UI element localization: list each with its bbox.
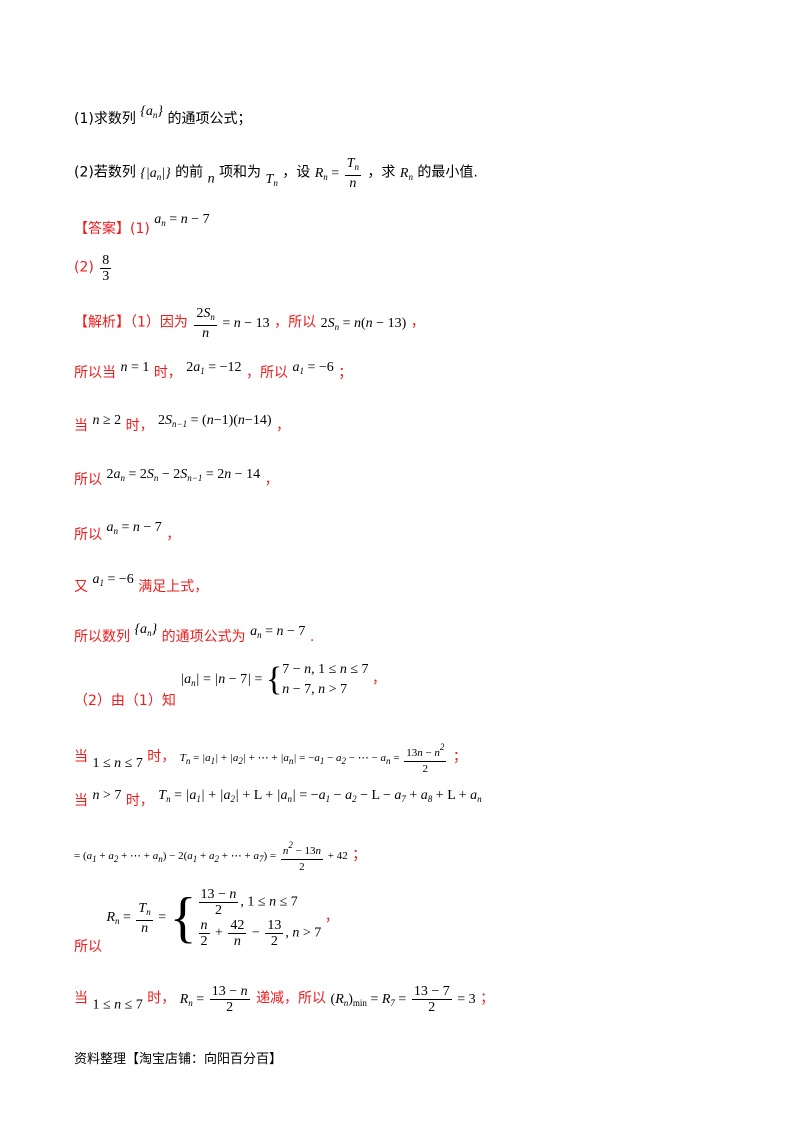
formula-rn: Rn [399,165,413,182]
question-1: (1)求数列 {an} 的通项公式； [74,104,252,127]
formula-a1: a1 = −6 [292,360,334,376]
formula-tn-case2-cont: = (a1 + a2 + ⋯ + an) − 2(a1 + a2 + ⋯ + a… [74,840,348,873]
formula-2an: 2an = 2Sn − 2Sn−1 = 2n − 14 [106,467,261,483]
formula-tn-case2: Tn = |a1| + |a2| + L + |an| = −a1 − a2 −… [158,788,482,804]
formula-an-final: an = n − 7 [250,624,306,640]
formula-tn: Tn [265,171,278,188]
formula-a1-check: a1 = −6 [92,572,134,588]
formula-rn-def: Rn = Tn n [314,156,361,191]
formula-n-eq-1: n = 1 [120,360,150,375]
solution-line-2: 所以当 n = 1 时， 2a1 = −12 ，所以 a1 = −6 ； [74,360,353,381]
formula-an: an = n − 7 [106,520,162,536]
formula-range-1-7: 1 ≤ n ≤ 7 [92,756,143,772]
formula-n: n [207,171,215,187]
question-2: (2)若数列 {|an|} 的前 n 项和为 Tn ，设 Rn = Tn n ，求… [74,156,478,191]
solution-line-10: 当 n > 7 时， Tn = |a1| + |a2| + L + |an| =… [74,788,482,809]
solution-line-9: 当 1 ≤ n ≤ 7 时， Tn = |a1| + |a2| + ⋯ + |a… [74,742,467,775]
solution-line-3: 当 n ≥ 2 时， 2Sn−1 = (n−1)(n−14) ， [74,413,290,434]
solution-line-8: （2）由（1）知 |an| = |n − 7| = {7 − n, 1 ≤ n … [74,661,387,710]
solution-line-7: 所以数列 {an} 的通项公式为 an = n − 7 . [74,622,315,645]
formula-n-ge-2: n ≥ 2 [92,413,122,428]
solution-line-4: 所以 2an = 2Sn − 2Sn−1 = 2n − 14 ， [74,467,279,488]
solution-line-5: 所以 an = n − 7 ， [74,520,181,543]
formula-2sn-over-n: 2Sn n = n − 13 [194,306,270,341]
formula-ans1: an = n − 7 [154,212,210,228]
solution-line-1: 【解析】（1）因为 2Sn n = n − 13 ，所以 2Sn = n(n − … [74,306,425,341]
formula-2sn-1: 2Sn−1 = (n−1)(n−14) [158,413,272,429]
formula-tn-case1: Tn = |a1| + |a2| + ⋯ + |an| = −a1 − a2 −… [179,742,447,775]
formula-2a1: 2a1 = −12 [186,360,242,376]
formula-seq: {an} [134,622,158,638]
formula-seq-abs: {|an|} [140,165,171,182]
formula-seq-an: {an} [140,104,164,120]
solution-line-6: 又 a1 = −6 满足上式， [74,572,209,595]
formula-n-gt-7: n > 7 [92,788,122,803]
footer-source: 资料整理【淘宝店铺：向阳百分百】 [74,1052,283,1067]
formula-2sn: 2Sn = n(n − 13) [320,315,407,332]
formula-range-1-7-b: 1 ≤ n ≤ 7 [92,997,143,1013]
answer-1: 【答案】(1) an = n − 7 [74,212,210,237]
solution-line-11: = (a1 + a2 + ⋯ + an) − 2(a1 + a2 + ⋯ + a… [74,840,367,873]
